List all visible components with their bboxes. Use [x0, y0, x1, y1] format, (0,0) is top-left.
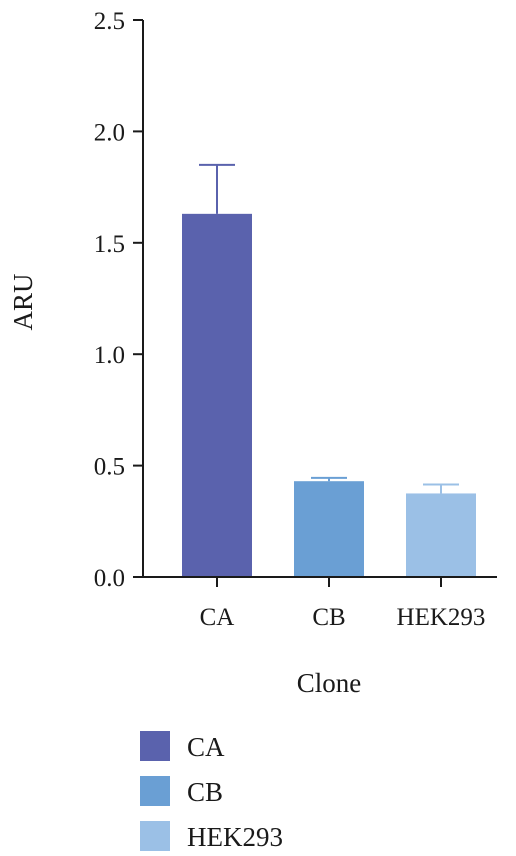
legend-swatch-hek293	[140, 821, 170, 851]
legend: CA CB HEK293	[140, 731, 283, 852]
y-tick-label: 0.5	[94, 454, 125, 481]
y-tick-label: 1.5	[94, 231, 125, 258]
x-tick-label: CA	[200, 604, 235, 631]
y-tick-label: 2.0	[94, 119, 125, 146]
x-tick-label: CB	[312, 604, 345, 631]
legend-swatch-cb	[140, 776, 170, 806]
bar-ca	[182, 213, 252, 577]
y-axis-title: ARU	[8, 273, 38, 330]
y-tick-label: 1.0	[94, 342, 125, 369]
x-axis-title: Clone	[297, 668, 362, 698]
bar-cb	[294, 481, 364, 577]
legend-label-cb: CB	[187, 777, 223, 807]
y-ticks-group: 0.0 0.5 1.0 1.5 2.0 2.5	[94, 8, 143, 592]
legend-label-hek293: HEK293	[187, 822, 283, 852]
x-ticks-group: CA CB HEK293	[200, 577, 486, 631]
y-tick-label: 2.5	[94, 8, 125, 35]
legend-swatch-ca	[140, 731, 170, 761]
error-bars-group	[199, 163, 459, 494]
axes-group	[142, 20, 497, 578]
y-tick-label: 0.0	[94, 565, 125, 592]
bar-hek293	[406, 493, 476, 577]
bars-group	[182, 213, 476, 577]
legend-label-ca: CA	[187, 732, 225, 762]
x-tick-label: HEK293	[397, 604, 486, 631]
